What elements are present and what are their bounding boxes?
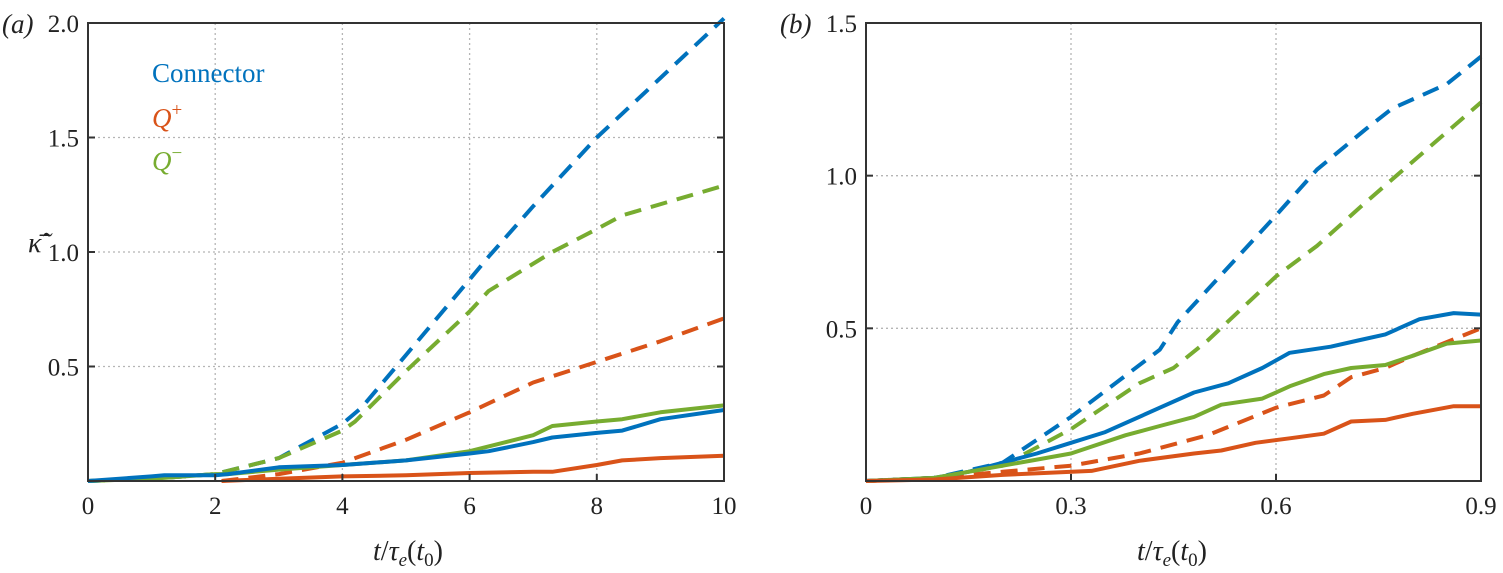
- y-tick-label: 1.5: [48, 126, 79, 153]
- x-tick-label: 10: [712, 493, 737, 520]
- legend-connector: Connector: [152, 58, 264, 88]
- x-tick-label: 0: [860, 493, 873, 520]
- series-line-connector-solid: [865, 311, 1482, 483]
- x-tick-label: 0.6: [1260, 493, 1291, 520]
- series-line-connector-dashed: [865, 55, 1483, 483]
- x-tick-label: 0.3: [1055, 493, 1086, 520]
- legend-qminus: Q−: [152, 143, 182, 176]
- series-line-qplus-dashed: [221, 316, 725, 483]
- series-line-qminus-solid: [865, 338, 1482, 483]
- x-tick-label: 0: [82, 493, 95, 520]
- series-line-qplus-solid: [221, 453, 725, 483]
- y-tick-label: 1.0: [826, 164, 857, 191]
- series-line-qplus-solid: [865, 404, 1481, 483]
- panel-b-label: (b): [780, 9, 811, 39]
- x-tick-label: 0.9: [1465, 493, 1496, 520]
- legend-qplus: Q+: [152, 100, 182, 133]
- y-tick-label: 0.5: [826, 316, 857, 343]
- x-tick-label: 2: [209, 493, 222, 520]
- y-tick-label: 2.0: [48, 11, 79, 38]
- series-line-connector-dashed: [87, 16, 726, 483]
- series-line-qminus-dashed: [87, 183, 725, 483]
- y-tick-label: 1.5: [826, 11, 857, 38]
- y-tick-label: 1.0: [48, 240, 79, 267]
- x-tick-label: 4: [336, 493, 349, 520]
- x-tick-label: 6: [463, 493, 476, 520]
- series-line-qminus-solid: [87, 403, 725, 483]
- panel-b: 0 0.3 0.6 0.9 0.5 1.0 1.5: [826, 11, 1497, 520]
- legend: Connector Q+ Q−: [152, 58, 264, 176]
- series-line-connector-solid: [87, 408, 725, 483]
- y-tick-label: 0.5: [48, 355, 79, 382]
- x-axis-label-b: t/τe(t0): [1137, 536, 1207, 571]
- series-line-qplus-dashed: [865, 326, 1482, 483]
- x-tick-label: 8: [591, 493, 604, 520]
- panel-a-label: (a): [2, 9, 33, 39]
- axes-frame: [865, 22, 1482, 482]
- panel-a: 0 2 4 6 8 10 0.5 1.0 1.5 2.0: [48, 11, 737, 520]
- x-axis-label-a: t/τe(t0): [373, 536, 443, 571]
